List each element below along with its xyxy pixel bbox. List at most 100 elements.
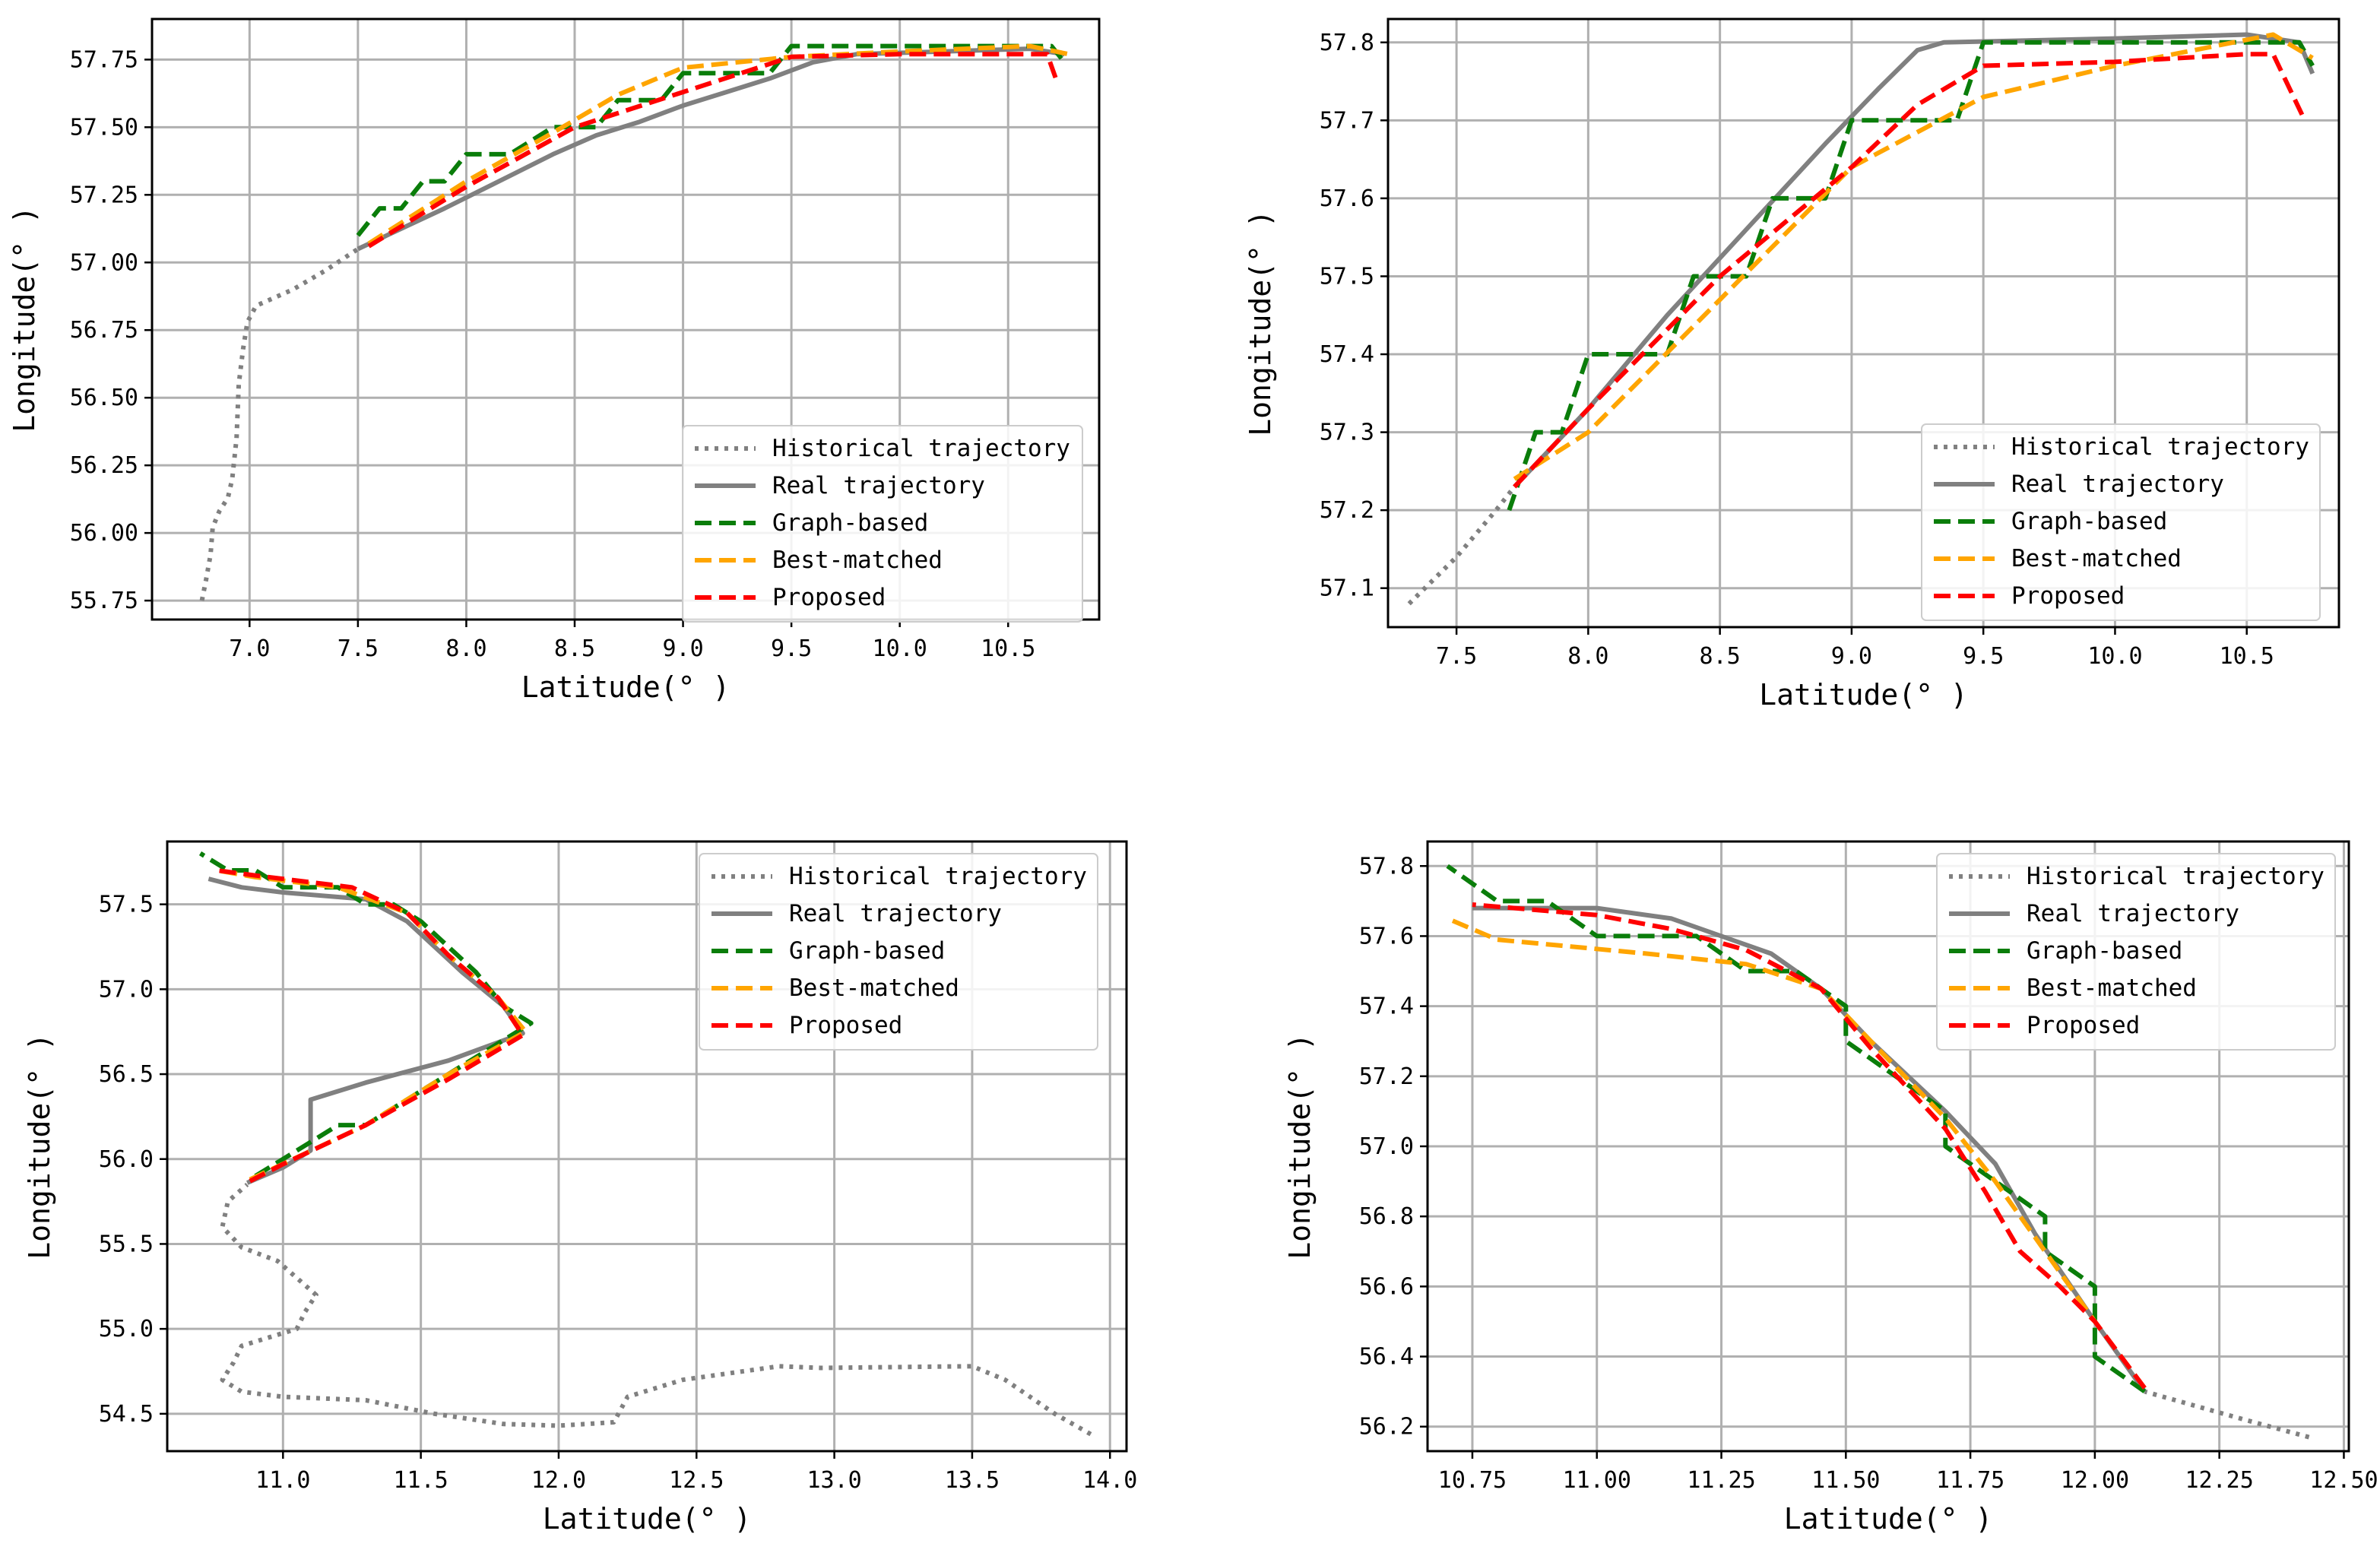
x-tick-label: 12.5 bbox=[669, 1467, 724, 1494]
x-tick-label: 8.5 bbox=[554, 635, 595, 662]
series-line-real-trajectory bbox=[208, 876, 525, 1185]
x-tick-label: 11.0 bbox=[255, 1467, 310, 1494]
x-tick-label: 10.0 bbox=[873, 635, 927, 662]
series-line-proposed bbox=[216, 868, 525, 1184]
x-tick-label: 12.50 bbox=[2309, 1467, 2378, 1494]
legend-label: Historical trajectory bbox=[2027, 863, 2325, 890]
y-tick-label: 57.8 bbox=[1359, 853, 1414, 880]
y-tick-label: 57.6 bbox=[1320, 185, 1374, 212]
series-line-historical-trajectory bbox=[199, 247, 360, 601]
series-line-proposed bbox=[367, 52, 1058, 249]
legend-label: Graph-based bbox=[772, 509, 928, 537]
y-axis-label: Longitude(° ) bbox=[23, 1033, 56, 1259]
x-tick-label: 11.50 bbox=[1811, 1467, 1880, 1494]
series-line-proposed bbox=[1472, 902, 2147, 1390]
legend: Historical trajectory Real trajectory Grap… bbox=[682, 425, 1083, 623]
legend-label: Graph-based bbox=[2027, 937, 2182, 965]
axes-frame bbox=[1386, 17, 2340, 629]
x-tick-label: 12.0 bbox=[531, 1467, 586, 1494]
y-tick-label: 57.2 bbox=[1359, 1063, 1414, 1090]
y-tick-label: 57.4 bbox=[1320, 341, 1374, 368]
y-tick-label: 57.1 bbox=[1320, 575, 1374, 602]
x-tick-label: 11.00 bbox=[1563, 1467, 1631, 1494]
x-tick-label: 12.00 bbox=[2061, 1467, 2129, 1494]
legend-box bbox=[1936, 853, 2336, 1051]
series-line-real-trajectory bbox=[1513, 32, 2315, 489]
x-tick-label: 11.75 bbox=[1936, 1467, 2004, 1494]
y-tick-label: 57.2 bbox=[1320, 497, 1374, 524]
legend-label: Best-matched bbox=[2011, 545, 2182, 572]
x-tick-label: 9.5 bbox=[771, 635, 812, 662]
y-tick-label: 57.00 bbox=[70, 249, 138, 276]
legend: Historical trajectory Real trajectory Grap… bbox=[1921, 423, 2321, 621]
y-axis-label: Longitude(° ) bbox=[8, 206, 41, 432]
x-tick-label: 10.75 bbox=[1438, 1467, 1507, 1494]
axes-frame bbox=[151, 17, 1101, 621]
x-tick-label: 11.5 bbox=[394, 1467, 448, 1494]
y-tick-label: 55.5 bbox=[99, 1231, 154, 1257]
series-group bbox=[198, 851, 1092, 1437]
legend-label: Best-matched bbox=[2027, 975, 2197, 1002]
legend-box bbox=[699, 853, 1098, 1051]
legend-label: Proposed bbox=[789, 1012, 902, 1039]
y-tick-label: 57.75 bbox=[70, 46, 138, 73]
legend-label: Historical trajectory bbox=[2011, 433, 2309, 461]
legend-label: Proposed bbox=[2011, 582, 2125, 610]
x-tick-label: 7.5 bbox=[338, 635, 379, 662]
y-tick-label: 57.8 bbox=[1320, 30, 1374, 56]
y-axis-label: Longitude(° ) bbox=[1244, 210, 1277, 436]
y-tick-label: 57.25 bbox=[70, 182, 138, 208]
legend-label: Graph-based bbox=[789, 937, 945, 965]
y-tick-label: 57.6 bbox=[1359, 923, 1414, 949]
y-tick-label: 56.6 bbox=[1359, 1273, 1414, 1300]
y-tick-label: 57.0 bbox=[99, 976, 154, 1003]
series-line-historical-trajectory bbox=[220, 1183, 1092, 1437]
x-tick-label: 7.5 bbox=[1436, 643, 1477, 670]
x-tick-label: 8.5 bbox=[1700, 643, 1741, 670]
x-axis-label: Latitude(° ) bbox=[1784, 1502, 1993, 1536]
x-axis-label: Latitude(° ) bbox=[543, 1502, 752, 1536]
chart-panel-top-left: 7.0 7.5 8.0 8.5 9.0 9.5 10.0 10.5 55.75 56.00 56.2… bbox=[8, 17, 1101, 704]
y-tick-label: 55.0 bbox=[99, 1316, 154, 1342]
x-tick-label: 10.0 bbox=[2087, 643, 2142, 670]
y-tick-label: 56.5 bbox=[99, 1061, 154, 1088]
legend-label: Historical trajectory bbox=[772, 435, 1070, 462]
series-line-proposed bbox=[1513, 52, 2307, 489]
series-line-best-matched bbox=[216, 868, 528, 1182]
legend-label: Proposed bbox=[772, 584, 886, 611]
y-tick-label: 57.3 bbox=[1320, 420, 1374, 446]
x-tick-label: 13.0 bbox=[807, 1467, 861, 1494]
legend-label: Best-matched bbox=[789, 975, 959, 1002]
chart-panel-bottom-right: 10.75 11.00 11.25 11.50 11.75 12.00 12.25 12.50… bbox=[1283, 840, 2378, 1536]
series-line-best-matched bbox=[367, 43, 1070, 246]
y-tick-label: 56.4 bbox=[1359, 1344, 1414, 1371]
series-line-historical-trajectory bbox=[2144, 1389, 2310, 1440]
x-tick-label: 8.0 bbox=[1567, 643, 1608, 670]
series-group bbox=[1407, 32, 2315, 606]
y-tick-label: 56.75 bbox=[70, 317, 138, 344]
series-group bbox=[1446, 864, 2310, 1440]
y-tick-label: 56.00 bbox=[70, 520, 138, 547]
y-tick-label: 57.5 bbox=[99, 892, 154, 918]
series-group bbox=[199, 43, 1070, 601]
legend-label: Real trajectory bbox=[772, 472, 985, 499]
x-tick-label: 14.0 bbox=[1082, 1467, 1137, 1494]
x-tick-label: 10.5 bbox=[2220, 643, 2274, 670]
x-axis-label: Latitude(° ) bbox=[521, 670, 730, 704]
axes-frame bbox=[166, 840, 1128, 1453]
y-tick-label: 57.5 bbox=[1320, 263, 1374, 290]
series-line-best-matched bbox=[1513, 32, 2314, 481]
series-line-graph-based bbox=[1507, 40, 2315, 512]
y-tick-label: 56.0 bbox=[99, 1146, 154, 1173]
y-tick-label: 56.50 bbox=[70, 385, 138, 411]
x-axis-label: Latitude(° ) bbox=[1759, 678, 1968, 712]
y-tick-label: 57.7 bbox=[1320, 107, 1374, 134]
legend-label: Historical trajectory bbox=[789, 863, 1087, 890]
y-axis-label: Longitude(° ) bbox=[1283, 1033, 1317, 1259]
x-tick-label: 10.5 bbox=[981, 635, 1035, 662]
legend-label: Proposed bbox=[2027, 1012, 2140, 1039]
y-tick-label: 56.2 bbox=[1359, 1414, 1414, 1440]
y-tick-label: 57.50 bbox=[70, 114, 138, 141]
x-tick-label: 12.25 bbox=[2185, 1467, 2254, 1494]
y-tick-label: 55.75 bbox=[70, 588, 138, 614]
